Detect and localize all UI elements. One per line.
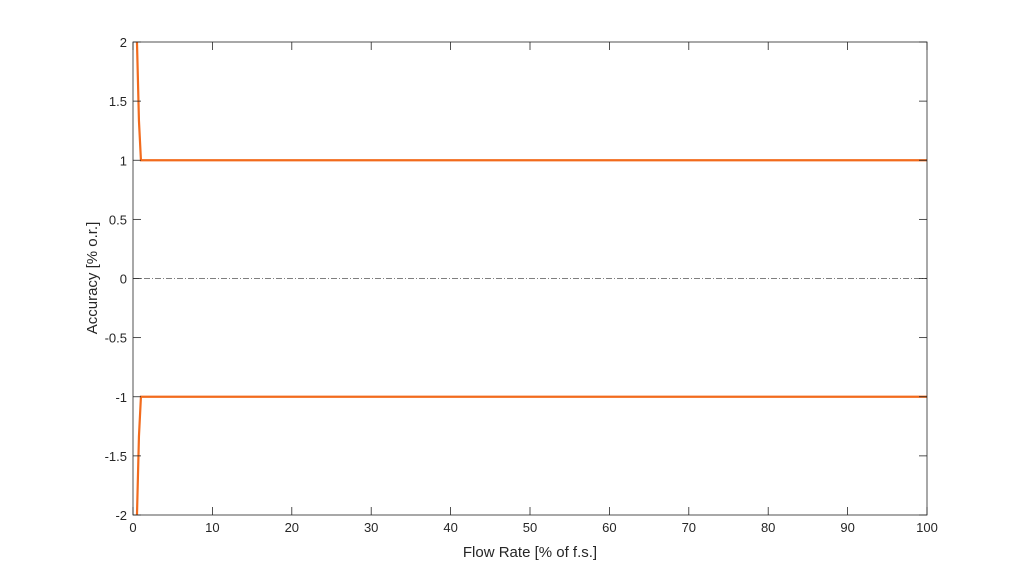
- x-tick-label: 0: [129, 520, 136, 535]
- y-tick-label: -1: [115, 390, 127, 405]
- y-tick-label: -2: [115, 508, 127, 523]
- y-tick-label: 1.5: [109, 94, 127, 109]
- y-tick-label: -1.5: [105, 449, 127, 464]
- x-tick-label: 60: [602, 520, 616, 535]
- x-tick-label: 70: [682, 520, 696, 535]
- x-axis-label: Flow Rate [% of f.s.]: [463, 544, 597, 561]
- x-tick-label: 40: [443, 520, 457, 535]
- y-tick-label: 1: [120, 153, 127, 168]
- series-line-lower: [135, 395, 927, 515]
- x-tick-label: 100: [916, 520, 938, 535]
- y-tick-label: 0.5: [109, 212, 127, 227]
- y-tick-label: -0.5: [105, 331, 127, 346]
- y-tick-label: 0: [120, 272, 127, 287]
- series-line-upper: [135, 42, 927, 162]
- x-tick-label: 90: [840, 520, 854, 535]
- y-tick-label: 2: [120, 35, 127, 50]
- x-tick-label: 30: [364, 520, 378, 535]
- plot-area: 0 10 20 30 40 50 60 70 80 90 100 -2 -1.5 -1 -0.5 0 0.5 1 1…: [105, 35, 938, 535]
- x-tick-label: 10: [205, 520, 219, 535]
- x-tick-label: 50: [523, 520, 537, 535]
- y-axis-label: Accuracy [% o.r.]: [84, 222, 101, 335]
- x-tick-label: 80: [761, 520, 775, 535]
- x-tick-label: 20: [285, 520, 299, 535]
